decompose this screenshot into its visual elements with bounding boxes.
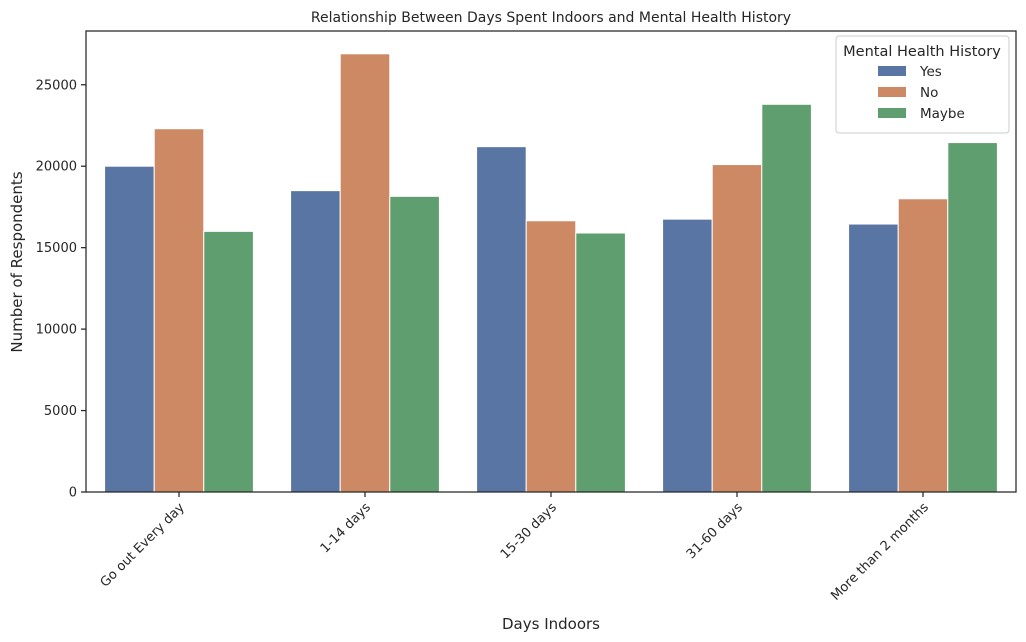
y-tick-label: 20000 [36,160,77,175]
legend-swatch-maybe [878,108,906,118]
plot-frame [85,30,1017,493]
bar-yes-15-30-days [476,146,527,493]
y-axis: 0 5000 10000 15000 20000 25000 [36,78,86,501]
bar-maybe-31-60-days [761,103,812,493]
bar-maybe-go-out-every-day [203,230,254,493]
chart-title: Relationship Between Days Spent Indoors … [311,10,791,26]
x-tick-label: 15-30 days [498,500,560,562]
x-tick-label: 1-14 days [318,500,374,556]
bar-maybe-15-30-days [575,232,626,493]
bar-maybe-more-than-2-months [947,142,998,493]
bar-yes-31-60-days [662,218,713,493]
x-axis: Go out Every day 1-14 days 15-30 days 31-60… [98,492,932,604]
x-tick-label: 31-60 days [684,500,746,562]
legend-label-maybe: Maybe [920,106,965,122]
bar-yes-go-out-every-day [104,165,155,493]
legend-swatch-yes [878,66,906,76]
y-tick-label: 5000 [44,404,77,419]
legend-swatch-no [878,87,906,97]
y-tick-label: 15000 [36,241,77,256]
legend: Mental Health History Yes No Maybe [835,35,1010,134]
bar-yes-more-than-2-months [848,223,899,493]
x-tick-label: More than 2 months [828,500,932,604]
legend-title: Mental Health History [843,44,1001,60]
legend-label-yes: Yes [919,64,942,80]
y-axis-label: Number of Respondents [8,171,26,352]
y-tick-label: 10000 [36,323,77,338]
bar-no-go-out-every-day [153,128,205,493]
legend-items: Yes No Maybe [878,64,965,122]
x-axis-label: Days Indoors [502,615,600,633]
bar-maybe-1-14-days [389,195,440,493]
bar-no-more-than-2-months [897,198,949,493]
y-tick-label: 25000 [36,78,77,93]
legend-label-no: No [920,85,938,101]
y-tick-label: 0 [69,486,77,501]
bar-no-1-14-days [339,53,391,493]
bar-no-15-30-days [525,220,577,493]
x-tick-label: Go out Every day [98,500,188,590]
bars-layer [104,53,998,493]
bar-no-31-60-days [711,164,763,493]
bar-yes-1-14-days [290,190,341,493]
